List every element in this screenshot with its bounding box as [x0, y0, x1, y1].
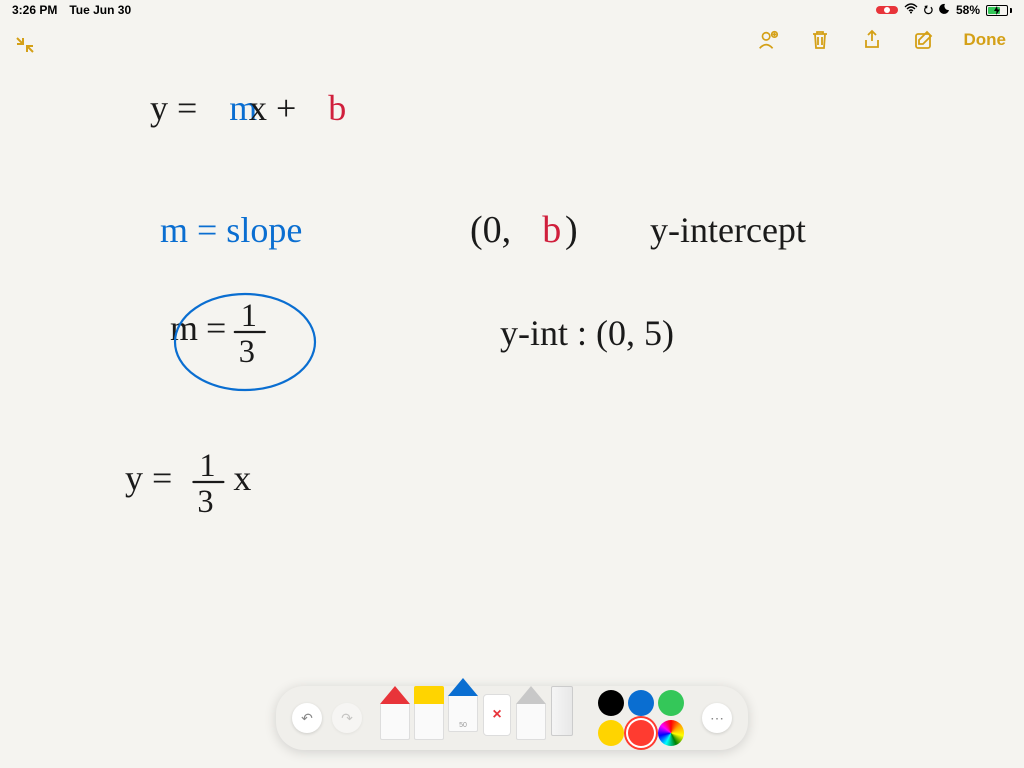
svg-text:y =: y = [150, 88, 197, 128]
collapse-icon[interactable] [14, 34, 36, 61]
status-time: 3:26 PM [12, 3, 57, 17]
color-red[interactable] [628, 720, 654, 746]
status-bar: 3:26 PM Tue Jun 30 ⭮ 58% [0, 0, 1024, 20]
svg-text:(0,: (0, [470, 209, 511, 251]
svg-text:1: 1 [241, 298, 257, 334]
screen-record-indicator[interactable] [876, 6, 898, 14]
rotation-lock-icon: ⭮ [924, 1, 933, 20]
color-green[interactable] [658, 690, 684, 716]
color-yellow[interactable] [598, 720, 624, 746]
svg-text:x: x [233, 458, 251, 498]
svg-text:b: b [542, 209, 561, 251]
tool-palette: ↶ ↷ 50 × ⋯ [276, 686, 748, 750]
wifi-icon [904, 3, 918, 17]
svg-text:1: 1 [199, 448, 215, 484]
toolbar: Done [756, 28, 1007, 52]
svg-text:m = slope: m = slope [160, 210, 302, 250]
status-date: Tue Jun 30 [69, 3, 131, 17]
svg-text:): ) [565, 209, 578, 251]
handwriting-svg: y = mx + bm = slope(0, b)y-interceptm=13… [0, 60, 1024, 700]
svg-text:3: 3 [197, 484, 213, 520]
undo-button[interactable]: ↶ [292, 703, 322, 733]
tool-ruler[interactable] [550, 686, 574, 740]
svg-text:3: 3 [239, 334, 255, 370]
tools-group: 50 × [380, 686, 574, 740]
battery-pct: 58% [956, 3, 980, 17]
compose-icon[interactable] [912, 28, 936, 52]
svg-text:y-intercept: y-intercept [650, 210, 806, 250]
add-people-icon[interactable] [756, 28, 780, 52]
svg-text:y-int : (0, 5): y-int : (0, 5) [500, 313, 674, 353]
moon-icon [939, 3, 950, 17]
svg-text:=: = [206, 308, 226, 348]
color-swatches [598, 690, 684, 746]
svg-text:x +: x + [249, 88, 296, 128]
tool-pencil[interactable] [516, 686, 546, 740]
svg-text:y =: y = [125, 458, 172, 498]
done-button[interactable]: Done [964, 30, 1007, 50]
battery-icon [986, 5, 1012, 16]
svg-text:b: b [328, 88, 346, 128]
more-button[interactable]: ⋯ [702, 703, 732, 733]
tool-pen-blue[interactable]: 50 [448, 678, 478, 732]
color-blue[interactable] [628, 690, 654, 716]
tool-pen-red[interactable] [380, 686, 410, 740]
tool-eraser[interactable]: × [482, 694, 512, 740]
color-black[interactable] [598, 690, 624, 716]
drawing-canvas[interactable]: y = mx + bm = slope(0, b)y-interceptm=13… [0, 60, 1024, 768]
trash-icon[interactable] [808, 28, 832, 52]
tool-highlighter[interactable] [414, 686, 444, 740]
redo-button[interactable]: ↷ [332, 703, 362, 733]
share-icon[interactable] [860, 28, 884, 52]
color-rainbow[interactable] [658, 720, 684, 746]
